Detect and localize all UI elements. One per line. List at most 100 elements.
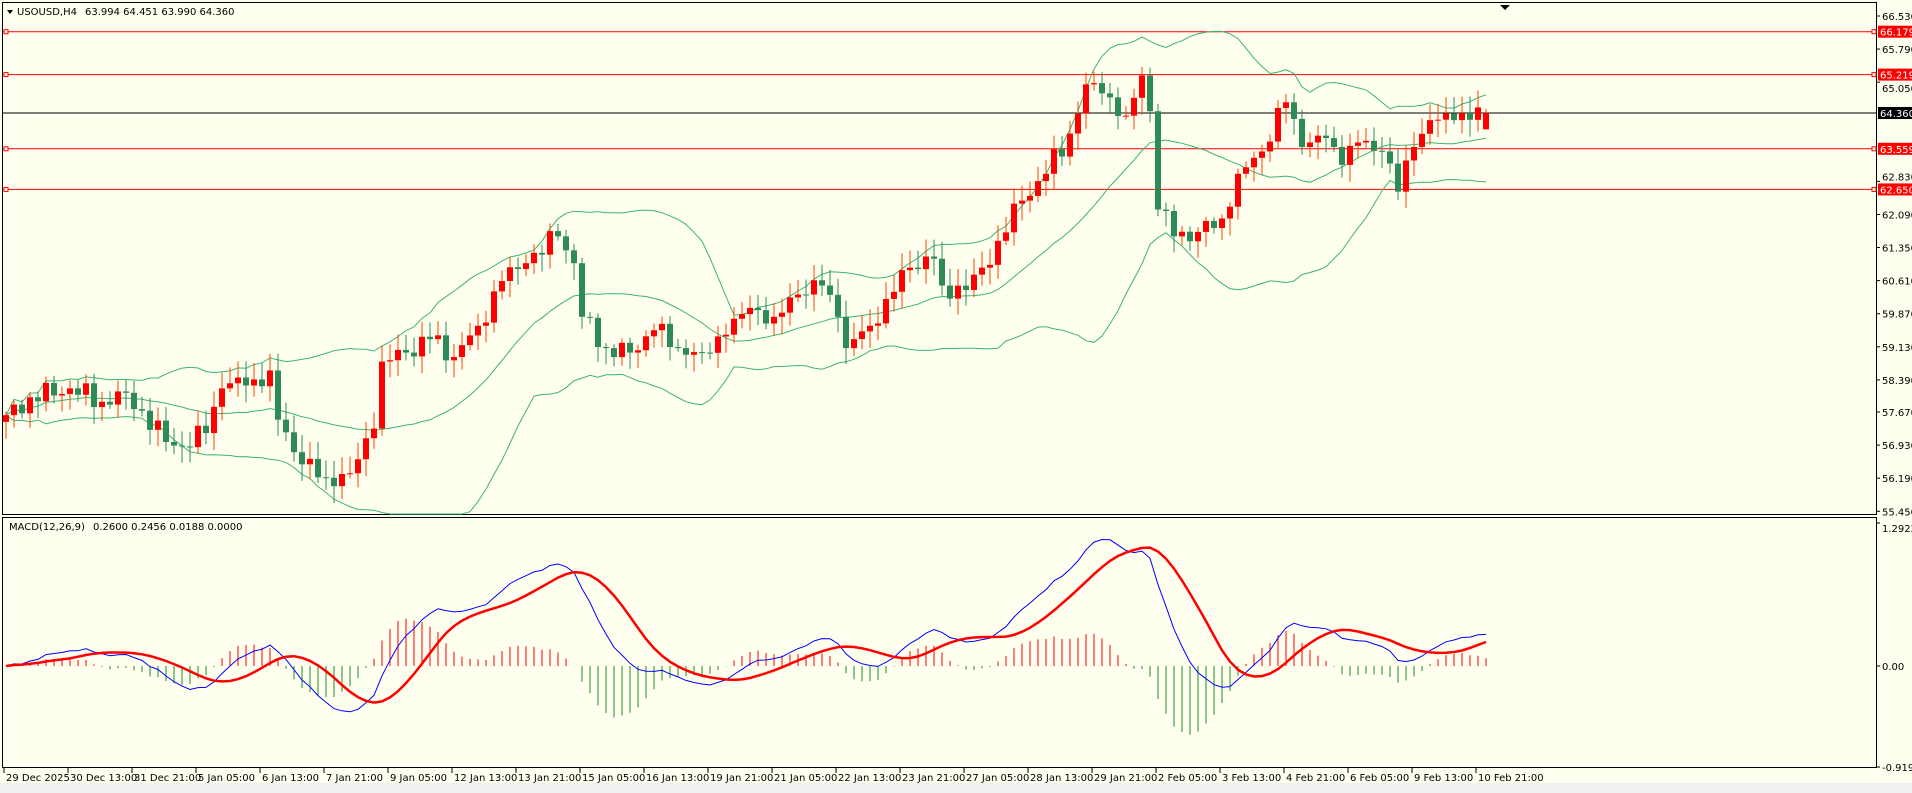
price-tick-label: 59.130 [1882,343,1912,354]
candle-body [1371,140,1377,151]
candle [627,337,633,369]
time-label: 6 Jan 13:00 [262,773,319,784]
candle-body [227,383,233,389]
candle-body [595,317,601,348]
candle [979,251,985,286]
candle-body [1179,231,1185,237]
time-label: 2 Feb 05:00 [1158,773,1217,784]
candle-body [1203,220,1209,232]
candle [1027,181,1033,213]
level-handle-right[interactable] [1871,146,1877,152]
candle [571,244,577,281]
level-handle-left[interactable] [3,72,9,78]
candle [1075,101,1081,150]
candle [771,303,777,336]
candle-body [155,420,161,430]
candle-body [83,383,89,395]
candle [339,457,345,500]
macd-tick-label: 0.00 [1882,662,1904,673]
candle [547,223,553,269]
candle-body [75,388,81,395]
candle-body [1227,206,1233,219]
level-handle-left[interactable] [3,186,9,192]
candle [187,431,193,463]
candle-body [171,441,177,446]
candle [131,380,137,422]
level-handle-left[interactable] [3,146,9,152]
price-tick-label: 62.830 [1882,172,1912,183]
candle-body [1275,107,1281,142]
candle-body [827,285,833,295]
bollinger-middle [5,137,1487,432]
level-handle-right[interactable] [1871,72,1877,78]
time-label: 9 Feb 13:00 [1414,773,1473,784]
candle [523,253,529,277]
candle [739,302,745,329]
candle [923,239,929,284]
candle-body [1323,135,1329,139]
candle-body [19,404,25,414]
candle [355,442,361,488]
candle-body [779,312,785,317]
candle [635,344,641,368]
candle [243,361,249,403]
candle [139,396,145,417]
candle-body [1083,84,1089,114]
candle [1371,127,1377,166]
candle-body [619,342,625,358]
candle [715,325,721,369]
candle-body [899,270,905,292]
candle [427,322,433,354]
candle-body [1235,173,1241,207]
candle-body [411,352,417,357]
candle-body [971,274,977,291]
candle [819,264,825,297]
candle [763,296,769,330]
candle-body [1131,97,1137,116]
price-tick-label: 65.050 [1882,84,1912,95]
candle-body [491,291,497,323]
candle-body [1379,150,1385,152]
time-label: 21 Jan 05:00 [774,773,837,784]
chart-shift-marker-icon[interactable] [1500,5,1510,10]
bollinger-upper [5,30,1487,416]
price-tick-label: 55.450 [1882,507,1912,518]
candle-body [267,370,273,387]
time-label: 7 Jan 21:00 [326,773,383,784]
level-handle-right[interactable] [1871,186,1877,192]
candle [27,392,33,428]
candle-body [339,474,345,487]
bid-price-tag [1878,106,1912,119]
candle-body [235,377,241,384]
candle-body [795,294,801,298]
level-handle-right[interactable] [1871,29,1877,35]
candle-body [387,360,393,362]
candle [931,239,937,276]
time-label: 29 Jan 21:00 [1094,773,1157,784]
dropdown-triangle-icon[interactable] [7,10,13,14]
candle [515,257,521,285]
candle [91,373,97,424]
candle-body [59,393,65,396]
price-tick-label: 61.350 [1882,244,1912,255]
price-axis[interactable]: 66.530 65.790 65.050 62.830 62.090 61.350 60.6… [1877,12,1912,518]
candle [451,343,457,378]
horizontal-levels[interactable]: 66.179 65.219 63.559 62.650 64.360 [3,25,1912,197]
candle [867,309,873,349]
level-price-tag [1878,25,1912,38]
candle-body [1259,151,1265,158]
candle [531,244,537,274]
ohlc-values: 63.994 64.451 63.990 64.360 [85,7,235,18]
time-label: 22 Jan 13:00 [838,773,901,784]
candle-body [211,406,217,434]
candle-body [867,325,873,332]
candle [371,412,377,449]
candle-body [1211,220,1217,228]
candles [3,66,1489,504]
candle-body [1451,113,1457,121]
level-handle-left[interactable] [3,29,9,35]
candle-body [1347,145,1353,165]
candle-body [1339,146,1345,165]
